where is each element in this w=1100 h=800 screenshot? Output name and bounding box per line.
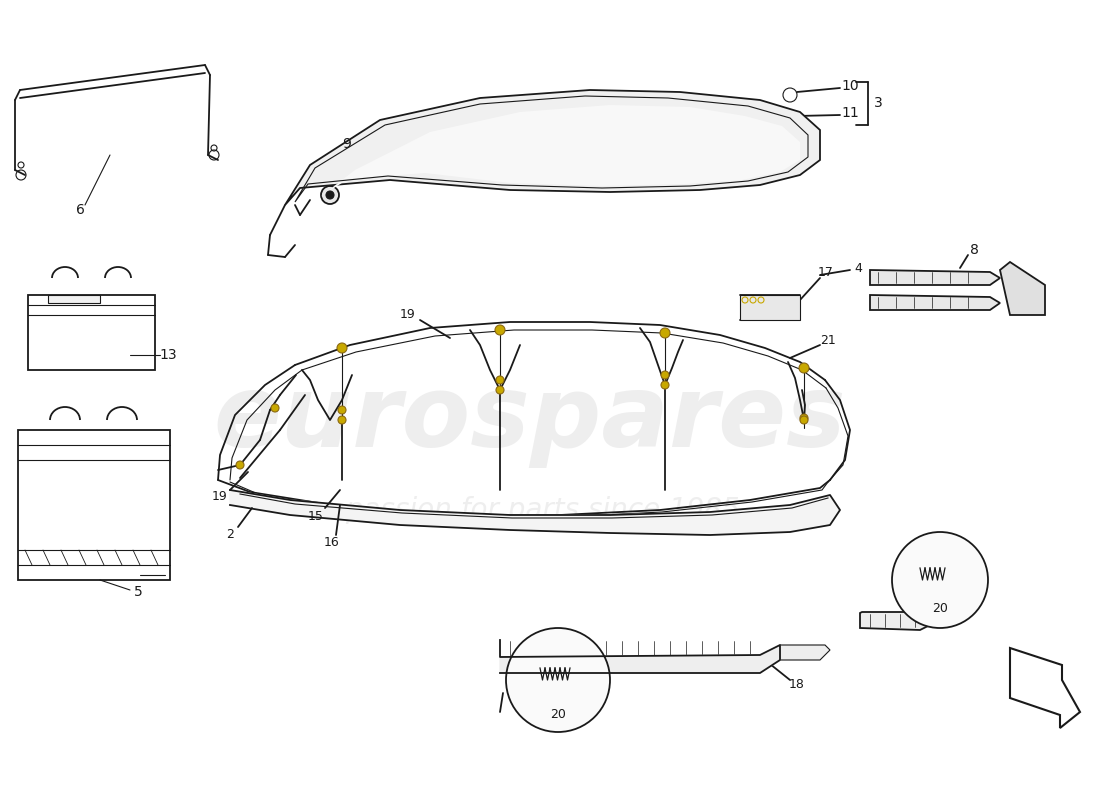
Circle shape <box>337 343 346 353</box>
Circle shape <box>660 328 670 338</box>
Text: 11: 11 <box>842 106 859 120</box>
Polygon shape <box>860 612 940 630</box>
Polygon shape <box>285 90 820 205</box>
Polygon shape <box>740 295 800 320</box>
Text: 15: 15 <box>308 510 323 522</box>
Text: 21: 21 <box>821 334 836 346</box>
Text: 9: 9 <box>342 137 351 151</box>
Polygon shape <box>500 640 780 673</box>
Polygon shape <box>230 490 840 535</box>
Circle shape <box>271 404 279 412</box>
Text: 13: 13 <box>160 348 177 362</box>
Polygon shape <box>48 295 100 303</box>
Polygon shape <box>780 645 830 660</box>
Polygon shape <box>320 105 800 197</box>
Text: 5: 5 <box>133 585 142 599</box>
Text: 20: 20 <box>932 602 948 614</box>
Text: 17: 17 <box>818 266 834 278</box>
Circle shape <box>495 325 505 335</box>
Polygon shape <box>870 295 1000 310</box>
Text: 19: 19 <box>400 309 416 322</box>
Text: eurospares: eurospares <box>213 371 846 469</box>
Circle shape <box>661 371 669 379</box>
Text: 3: 3 <box>873 96 882 110</box>
Circle shape <box>799 363 808 373</box>
Text: 20: 20 <box>550 709 565 722</box>
Circle shape <box>661 381 669 389</box>
Text: 10: 10 <box>842 79 859 93</box>
Circle shape <box>800 416 808 424</box>
Text: a passion for parts since 1985: a passion for parts since 1985 <box>320 496 740 524</box>
Circle shape <box>800 414 808 422</box>
Text: 8: 8 <box>969 243 978 257</box>
Polygon shape <box>1000 262 1045 315</box>
Text: 12: 12 <box>763 303 777 313</box>
Circle shape <box>496 376 504 384</box>
Circle shape <box>506 628 610 732</box>
Polygon shape <box>870 270 1000 285</box>
Circle shape <box>892 532 988 628</box>
Text: 19: 19 <box>212 490 228 503</box>
Circle shape <box>236 461 244 469</box>
Circle shape <box>338 406 346 414</box>
Circle shape <box>321 186 339 204</box>
Circle shape <box>496 386 504 394</box>
Text: 2: 2 <box>227 527 234 541</box>
Circle shape <box>326 191 334 199</box>
Text: 16: 16 <box>324 537 340 550</box>
Text: 6: 6 <box>76 203 85 217</box>
Circle shape <box>338 416 346 424</box>
Text: 4: 4 <box>854 262 862 274</box>
Text: 18: 18 <box>789 678 805 691</box>
